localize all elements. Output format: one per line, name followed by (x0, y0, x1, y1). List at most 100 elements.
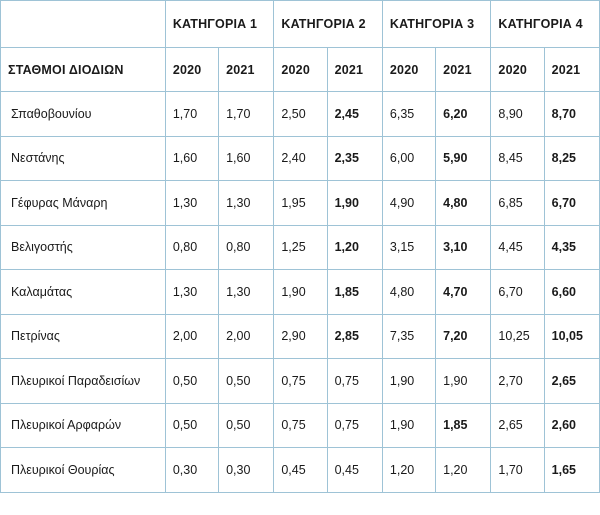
price-cell: 2,85 (326, 313, 383, 359)
price-cell: 2,65 (543, 358, 600, 404)
table-row: Βελιγοστής 0,80 0,80 1,25 1,20 3,15 3,10 4,45 4,… (0, 224, 600, 270)
year-header: 2021 (435, 47, 492, 92)
price-cell: 6,35 (381, 91, 437, 137)
price-cell: 1,85 (326, 269, 383, 315)
year-header: 2020 (490, 47, 545, 92)
price-cell: 2,45 (326, 91, 383, 137)
price-cell: 10,05 (543, 313, 600, 359)
price-cell: 2,00 (218, 313, 275, 359)
price-cell: 1,25 (273, 224, 328, 270)
station-name-cell: Πετρίνας (0, 313, 166, 359)
price-cell: 0,45 (273, 447, 328, 493)
toll-prices-table: ΚΑΤΗΓΟΡΙΑ 1 ΚΑΤΗΓΟΡΙΑ 2 ΚΑΤΗΓΟΡΙΑ 3 ΚΑΤΗ… (0, 0, 600, 493)
category-header: ΚΑΤΗΓΟΡΙΑ 2 (273, 0, 383, 48)
year-header: 2021 (326, 47, 383, 92)
price-cell: 1,85 (435, 402, 492, 448)
price-cell: 3,15 (381, 224, 437, 270)
year-header-row: ΣΤΑΘΜΟΙ ΔΙΟΔΙΩΝ 2020 2021 2020 2021 2020… (0, 47, 600, 92)
price-cell: 4,80 (381, 269, 437, 315)
price-cell: 4,35 (543, 224, 600, 270)
table-row: Γέφυρας Μάναρη 1,30 1,30 1,95 1,90 4,90 4,80 6,… (0, 180, 600, 226)
table-row: Πλευρικοί Θουρίας 0,30 0,30 0,45 0,45 1,20 1,2… (0, 447, 600, 493)
table-body: Σπαθοβουνίου 1,70 1,70 2,50 2,45 6,35 6,20 8,90… (0, 91, 600, 493)
station-name-cell: Νεστάνης (0, 135, 166, 181)
empty-header-cell (0, 0, 166, 48)
price-cell: 8,25 (543, 135, 600, 181)
table-row: Σπαθοβουνίου 1,70 1,70 2,50 2,45 6,35 6,20 8,90… (0, 91, 600, 137)
price-cell: 4,70 (435, 269, 492, 315)
price-cell: 6,70 (543, 180, 600, 226)
category-header: ΚΑΤΗΓΟΡΙΑ 1 (164, 0, 275, 48)
table-row: Πλευρικοί Παραδεισίων 0,50 0,50 0,75 0,75 1,9… (0, 358, 600, 404)
price-cell: 1,70 (490, 447, 545, 493)
price-cell: 1,65 (543, 447, 600, 493)
price-cell: 4,90 (381, 180, 437, 226)
price-cell: 0,80 (218, 224, 275, 270)
price-cell: 2,70 (490, 358, 545, 404)
price-cell: 0,50 (218, 358, 275, 404)
price-cell: 6,20 (435, 91, 492, 137)
station-name-cell: Πλευρικοί Θουρίας (0, 447, 166, 493)
price-cell: 1,90 (326, 180, 383, 226)
price-cell: 2,00 (164, 313, 220, 359)
price-cell: 1,60 (218, 135, 275, 181)
table-row: Πετρίνας 2,00 2,00 2,90 2,85 7,35 7,20 10,25 10,… (0, 313, 600, 359)
price-cell: 1,30 (164, 269, 220, 315)
price-cell: 8,70 (543, 91, 600, 137)
price-cell: 2,65 (490, 402, 545, 448)
price-cell: 6,00 (381, 135, 437, 181)
year-header: 2020 (381, 47, 437, 92)
price-cell: 0,75 (326, 358, 383, 404)
price-cell: 0,80 (164, 224, 220, 270)
price-cell: 1,30 (164, 180, 220, 226)
price-cell: 0,75 (273, 358, 328, 404)
price-cell: 3,10 (435, 224, 492, 270)
price-cell: 6,85 (490, 180, 545, 226)
price-cell: 0,50 (164, 358, 220, 404)
price-cell: 8,90 (490, 91, 545, 137)
price-cell: 1,90 (273, 269, 328, 315)
price-cell: 4,80 (435, 180, 492, 226)
price-cell: 1,70 (164, 91, 220, 137)
price-cell: 0,50 (164, 402, 220, 448)
station-name-cell: Βελιγοστής (0, 224, 166, 270)
price-cell: 1,90 (381, 358, 437, 404)
table-row: Νεστάνης 1,60 1,60 2,40 2,35 6,00 5,90 8,45 8,25 (0, 135, 600, 181)
price-cell: 1,90 (381, 402, 437, 448)
price-cell: 1,20 (435, 447, 492, 493)
price-cell: 1,20 (326, 224, 383, 270)
category-header: ΚΑΤΗΓΟΡΙΑ 4 (490, 0, 600, 48)
station-name-cell: Πλευρικοί Παραδεισίων (0, 358, 166, 404)
price-cell: 6,60 (543, 269, 600, 315)
price-cell: 2,50 (273, 91, 328, 137)
price-cell: 2,90 (273, 313, 328, 359)
price-cell: 0,50 (218, 402, 275, 448)
price-cell: 1,95 (273, 180, 328, 226)
category-header-row: ΚΑΤΗΓΟΡΙΑ 1 ΚΑΤΗΓΟΡΙΑ 2 ΚΑΤΗΓΟΡΙΑ 3 ΚΑΤΗ… (0, 0, 600, 48)
price-cell: 1,30 (218, 269, 275, 315)
price-cell: 2,40 (273, 135, 328, 181)
year-header: 2020 (273, 47, 328, 92)
price-cell: 7,20 (435, 313, 492, 359)
station-name-cell: Σπαθοβουνίου (0, 91, 166, 137)
table-row: Καλαμάτας 1,30 1,30 1,90 1,85 4,80 4,70 6,70 6,6… (0, 269, 600, 315)
price-cell: 0,75 (326, 402, 383, 448)
price-cell: 1,60 (164, 135, 220, 181)
price-cell: 6,70 (490, 269, 545, 315)
category-header: ΚΑΤΗΓΟΡΙΑ 3 (381, 0, 492, 48)
price-cell: 0,30 (164, 447, 220, 493)
price-cell: 4,45 (490, 224, 545, 270)
year-header: 2020 (164, 47, 220, 92)
year-header: 2021 (543, 47, 600, 92)
price-cell: 0,30 (218, 447, 275, 493)
price-cell: 1,70 (218, 91, 275, 137)
price-cell: 0,75 (273, 402, 328, 448)
price-cell: 1,90 (435, 358, 492, 404)
price-cell: 2,60 (543, 402, 600, 448)
price-cell: 0,45 (326, 447, 383, 493)
price-cell: 1,30 (218, 180, 275, 226)
price-cell: 1,20 (381, 447, 437, 493)
price-cell: 2,35 (326, 135, 383, 181)
station-name-cell: Καλαμάτας (0, 269, 166, 315)
station-name-cell: Γέφυρας Μάναρη (0, 180, 166, 226)
